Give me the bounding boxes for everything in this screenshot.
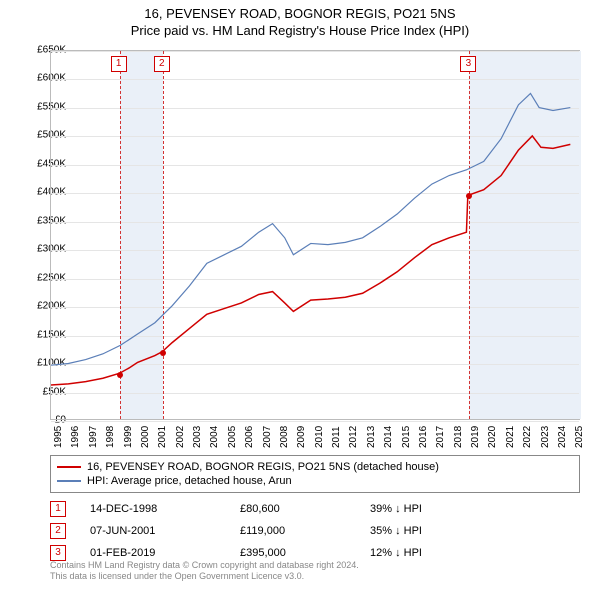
x-tick-label: 2001 xyxy=(157,426,168,448)
sales-table: 1 14-DEC-1998 £80,600 39% ↓ HPI 2 07-JUN… xyxy=(50,498,580,564)
legend-item-price-paid: 16, PEVENSEY ROAD, BOGNOR REGIS, PO21 5N… xyxy=(57,460,573,474)
sale-delta: 39% ↓ HPI xyxy=(370,503,490,515)
x-tick-label: 2007 xyxy=(262,426,273,448)
legend-swatch xyxy=(57,466,81,468)
sale-dot xyxy=(117,372,123,378)
sale-dot xyxy=(160,350,166,356)
title-line-1: 16, PEVENSEY ROAD, BOGNOR REGIS, PO21 5N… xyxy=(0,6,600,21)
sale-price: £395,000 xyxy=(240,547,370,559)
x-tick-label: 2012 xyxy=(348,426,359,448)
x-tick-label: 2023 xyxy=(540,426,551,448)
x-tick-label: 2005 xyxy=(227,426,238,448)
footer-line-2: This data is licensed under the Open Gov… xyxy=(50,571,359,582)
x-tick-label: 2020 xyxy=(487,426,498,448)
sale-date: 07-JUN-2001 xyxy=(90,525,240,537)
x-tick-label: 2025 xyxy=(574,426,585,448)
x-tick-label: 2015 xyxy=(401,426,412,448)
series-hpi xyxy=(51,93,570,365)
x-tick-label: 1995 xyxy=(53,426,64,448)
footer-line-1: Contains HM Land Registry data © Crown c… xyxy=(50,560,359,571)
x-tick-label: 2021 xyxy=(505,426,516,448)
x-tick-label: 2018 xyxy=(453,426,464,448)
x-tick-label: 1996 xyxy=(70,426,81,448)
legend: 16, PEVENSEY ROAD, BOGNOR REGIS, PO21 5N… xyxy=(50,455,580,493)
x-tick-label: 2011 xyxy=(331,426,342,448)
sale-marker-top: 2 xyxy=(154,56,170,72)
x-tick-label: 2013 xyxy=(366,426,377,448)
sale-row: 2 07-JUN-2001 £119,000 35% ↓ HPI xyxy=(50,520,580,542)
x-tick-label: 1997 xyxy=(88,426,99,448)
sale-marker-box: 1 xyxy=(50,501,66,517)
footer-attribution: Contains HM Land Registry data © Crown c… xyxy=(50,560,359,583)
x-tick-label: 2002 xyxy=(175,426,186,448)
x-tick-label: 2016 xyxy=(418,426,429,448)
x-tick-label: 2017 xyxy=(435,426,446,448)
title-line-2: Price paid vs. HM Land Registry's House … xyxy=(0,23,600,38)
title-block: 16, PEVENSEY ROAD, BOGNOR REGIS, PO21 5N… xyxy=(0,0,600,38)
legend-label: HPI: Average price, detached house, Arun xyxy=(87,475,292,487)
sale-marker-top: 3 xyxy=(460,56,476,72)
x-tick-label: 2003 xyxy=(192,426,203,448)
legend-item-hpi: HPI: Average price, detached house, Arun xyxy=(57,474,573,488)
chart-plot-area xyxy=(50,50,580,420)
series-price_paid xyxy=(51,136,570,385)
sale-delta: 35% ↓ HPI xyxy=(370,525,490,537)
x-tick-label: 2024 xyxy=(557,426,568,448)
sale-dot xyxy=(466,193,472,199)
sale-marker-box: 3 xyxy=(50,545,66,561)
sale-marker-box: 2 xyxy=(50,523,66,539)
legend-swatch xyxy=(57,480,81,482)
x-tick-label: 2009 xyxy=(296,426,307,448)
x-tick-label: 2022 xyxy=(522,426,533,448)
sale-row: 1 14-DEC-1998 £80,600 39% ↓ HPI xyxy=(50,498,580,520)
x-tick-label: 2014 xyxy=(383,426,394,448)
x-tick-label: 2004 xyxy=(209,426,220,448)
line-chart-svg xyxy=(51,51,579,419)
sale-date: 14-DEC-1998 xyxy=(90,503,240,515)
x-tick-label: 2008 xyxy=(279,426,290,448)
chart-container: 16, PEVENSEY ROAD, BOGNOR REGIS, PO21 5N… xyxy=(0,0,600,590)
x-tick-label: 2000 xyxy=(140,426,151,448)
legend-label: 16, PEVENSEY ROAD, BOGNOR REGIS, PO21 5N… xyxy=(87,461,439,473)
x-tick-label: 1999 xyxy=(123,426,134,448)
sale-date: 01-FEB-2019 xyxy=(90,547,240,559)
sale-delta: 12% ↓ HPI xyxy=(370,547,490,559)
sale-price: £119,000 xyxy=(240,525,370,537)
sale-price: £80,600 xyxy=(240,503,370,515)
x-tick-label: 2010 xyxy=(314,426,325,448)
x-tick-label: 1998 xyxy=(105,426,116,448)
x-tick-label: 2019 xyxy=(470,426,481,448)
x-tick-label: 2006 xyxy=(244,426,255,448)
sale-marker-top: 1 xyxy=(111,56,127,72)
